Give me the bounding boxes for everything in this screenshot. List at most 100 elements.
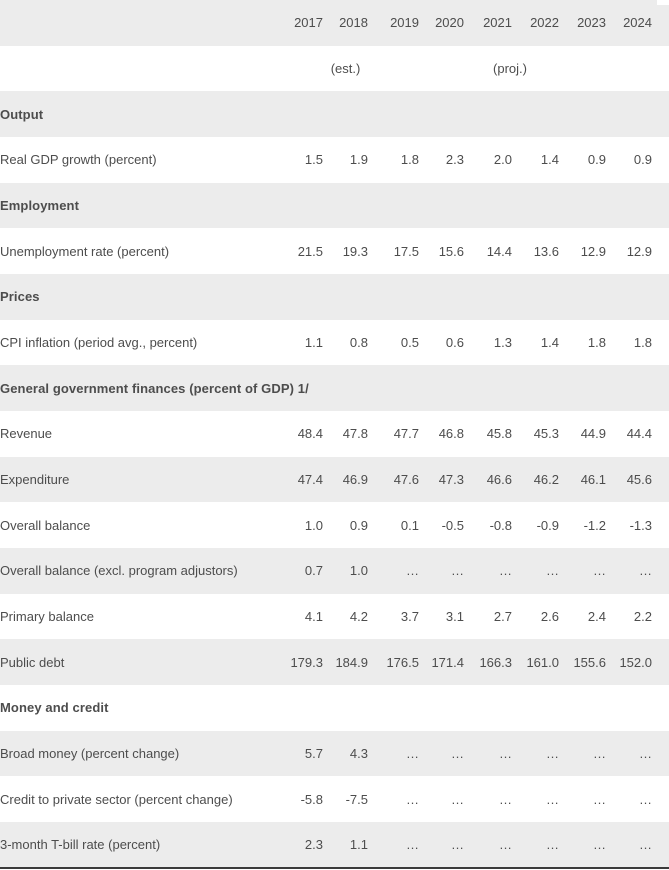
value-cell: -0.5	[441, 517, 464, 533]
value-cell: -0.8	[489, 517, 512, 533]
row-label: Primary balance	[0, 609, 94, 625]
value-cell: 46.9	[342, 472, 368, 488]
value-cell: 3.1	[445, 609, 464, 625]
value-cell: 0.6	[445, 335, 464, 351]
value-cell: …	[593, 836, 606, 852]
year-header: 2019	[390, 15, 419, 31]
value-cell: …	[406, 836, 419, 852]
value-cell: …	[593, 563, 606, 579]
value-cell: …	[451, 791, 464, 807]
value-cell: 14.4	[486, 243, 512, 259]
value-cell: 45.3	[533, 426, 559, 442]
value-cell: …	[406, 746, 419, 762]
value-cell: …	[499, 836, 512, 852]
value-cell: …	[406, 791, 419, 807]
row-label: 3-month T-bill rate (percent)	[0, 836, 161, 852]
spacer-cell	[652, 228, 669, 274]
table-row: Expenditure 47.4 46.9 47.6 47.3 46.6 46.2 46.1 4…	[0, 456, 669, 503]
year-header: 2021	[483, 15, 512, 31]
value-cell: 1.8	[587, 335, 606, 351]
est-note: (est.)	[330, 61, 361, 76]
section-label: Money and credit	[0, 700, 109, 716]
spacer-cell	[652, 320, 669, 366]
value-cell: 184.9	[335, 654, 368, 670]
section-row: Money and credit	[0, 685, 669, 731]
value-cell: 2.2	[633, 609, 652, 625]
value-cell: 2.7	[493, 609, 512, 625]
table-row: Overall balance (excl. program adjustors…	[0, 548, 669, 594]
value-cell: 0.9	[587, 152, 606, 168]
year-header: 2024	[623, 15, 652, 31]
value-cell: 0.9	[349, 517, 368, 533]
year-header-row: 2017 2018 2019 2020 2021 2022 2023 2024	[0, 0, 669, 46]
spacer-cell	[652, 183, 669, 229]
spacer-cell	[652, 776, 669, 822]
section-label: General government finances (percent of …	[0, 380, 309, 396]
value-cell: 161.0	[526, 654, 559, 670]
section-label: Employment	[0, 198, 80, 214]
row-label: CPI inflation (period avg., percent)	[0, 335, 198, 351]
value-cell: 152.0	[619, 654, 652, 670]
value-cell: 1.5	[304, 152, 323, 168]
spacer-cell	[652, 137, 669, 183]
value-cell: -0.9	[536, 517, 559, 533]
value-cell: 1.8	[633, 335, 652, 351]
value-cell: …	[639, 836, 652, 852]
row-label: Overall balance (excl. program adjustors…	[0, 563, 238, 579]
table-row: Real GDP growth (percent) 1.5 1.9 1.8 2.3 2.0…	[0, 137, 669, 183]
value-cell: -5.8	[300, 791, 323, 807]
spacer-cell	[652, 274, 669, 320]
row-label: Real GDP growth (percent)	[0, 152, 157, 168]
year-header: 2018	[339, 15, 368, 31]
spacer-cell	[652, 594, 669, 640]
value-cell: 1.0	[349, 563, 368, 579]
value-cell: 1.4	[540, 152, 559, 168]
value-cell: 2.0	[493, 152, 512, 168]
value-cell: 1.1	[304, 335, 323, 351]
value-cell: 2.6	[540, 609, 559, 625]
value-cell: 47.8	[342, 426, 368, 442]
value-cell: …	[639, 563, 652, 579]
spacer-cell	[652, 822, 669, 868]
value-cell: 47.3	[438, 472, 464, 488]
table-row: Broad money (percent change) 5.7 4.3………………	[0, 730, 669, 777]
table-row: CPI inflation (period avg., percent) 1.1 0…	[0, 320, 669, 366]
value-cell: 5.7	[304, 746, 323, 762]
value-cell: 1.9	[349, 152, 368, 168]
value-cell: 12.9	[580, 243, 606, 259]
year-header: 2020	[435, 15, 464, 31]
row-label: Revenue	[0, 426, 53, 442]
value-cell: …	[406, 563, 419, 579]
value-cell: -7.5	[345, 791, 368, 807]
table-row: 3-month T-bill rate (percent) 2.3 1.1 … … … … ……	[0, 822, 669, 868]
value-cell: 0.7	[304, 563, 323, 579]
value-cell: 4.3	[349, 746, 368, 762]
row-label: Unemployment rate (percent)	[0, 243, 170, 259]
row-label: Credit to private sector (percent change…	[0, 791, 233, 807]
row-label: Expenditure	[0, 472, 70, 488]
spacer-cell	[652, 502, 669, 548]
spacer-cell	[652, 46, 669, 92]
row-label: Broad money (percent change)	[0, 746, 180, 762]
value-cell: 166.3	[479, 654, 512, 670]
value-cell: 45.6	[626, 472, 652, 488]
year-header: 2023	[577, 15, 606, 31]
spacer-cell	[652, 411, 669, 457]
value-cell: 1.4	[540, 335, 559, 351]
value-cell: 155.6	[573, 654, 606, 670]
value-cell: 15.6	[438, 243, 464, 259]
value-cell: 46.6	[486, 472, 512, 488]
spacer-cell	[652, 91, 669, 137]
spacer-cell	[652, 365, 669, 411]
value-cell: 2.4	[587, 609, 606, 625]
value-cell: 1.8	[400, 152, 419, 168]
value-cell: 47.6	[393, 472, 419, 488]
value-cell: …	[593, 746, 606, 762]
value-cell: 2.3	[445, 152, 464, 168]
table-row: Public debt 179.3 184.9 176.5 171.4 166.3 161.…	[0, 639, 669, 686]
row-label: Overall balance	[0, 517, 91, 533]
value-cell: 1.3	[493, 335, 512, 351]
